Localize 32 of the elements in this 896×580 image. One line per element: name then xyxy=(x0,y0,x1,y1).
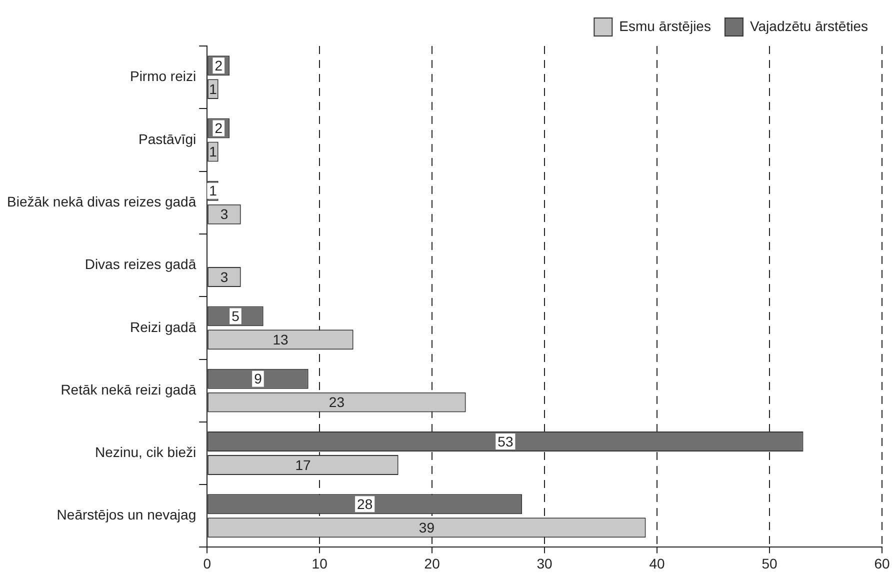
y-tick-label: Biežāk nekā divas reizes gadā xyxy=(7,193,196,210)
data-label: 5 xyxy=(232,308,240,324)
data-label: 23 xyxy=(328,394,345,410)
x-tick-label: 40 xyxy=(649,555,666,572)
x-tick-label: 0 xyxy=(203,555,212,572)
data-label: 9 xyxy=(254,370,262,387)
data-label: 28 xyxy=(357,496,373,512)
x-tick-label: 30 xyxy=(536,555,553,572)
data-label: 3 xyxy=(220,268,228,285)
data-label: 13 xyxy=(272,332,288,348)
data-label: 2 xyxy=(214,120,223,136)
x-tick-label: 60 xyxy=(874,555,890,572)
legend-label: Esmu ārstējies xyxy=(619,18,711,34)
x-tick-label: 20 xyxy=(424,555,440,572)
data-label: 17 xyxy=(295,456,311,473)
x-tick-label: 50 xyxy=(762,555,778,572)
data-label: 1 xyxy=(209,80,218,97)
y-tick-label: Reizi gadā xyxy=(130,318,196,335)
x-tick-label: 10 xyxy=(312,555,328,572)
y-tick-label: Pastāvīgi xyxy=(138,130,196,147)
data-label: 3 xyxy=(220,206,228,222)
y-tick-label: Nezinu, cik bieži xyxy=(94,444,196,460)
data-label: 39 xyxy=(418,519,435,536)
data-label: 2 xyxy=(214,57,223,74)
y-tick-label: Neārstējos un nevajag xyxy=(56,506,196,523)
y-tick-label: Divas reizes gadā xyxy=(84,256,196,272)
data-label: 1 xyxy=(209,144,218,160)
y-tick-label: Retāk nekā reizi gadā xyxy=(60,381,196,398)
data-label: 53 xyxy=(498,433,514,450)
data-label: 1 xyxy=(209,182,218,199)
legend-label: Vajadzētu ārstēties xyxy=(750,18,868,34)
y-tick-label: Pirmo reizi xyxy=(130,68,196,84)
